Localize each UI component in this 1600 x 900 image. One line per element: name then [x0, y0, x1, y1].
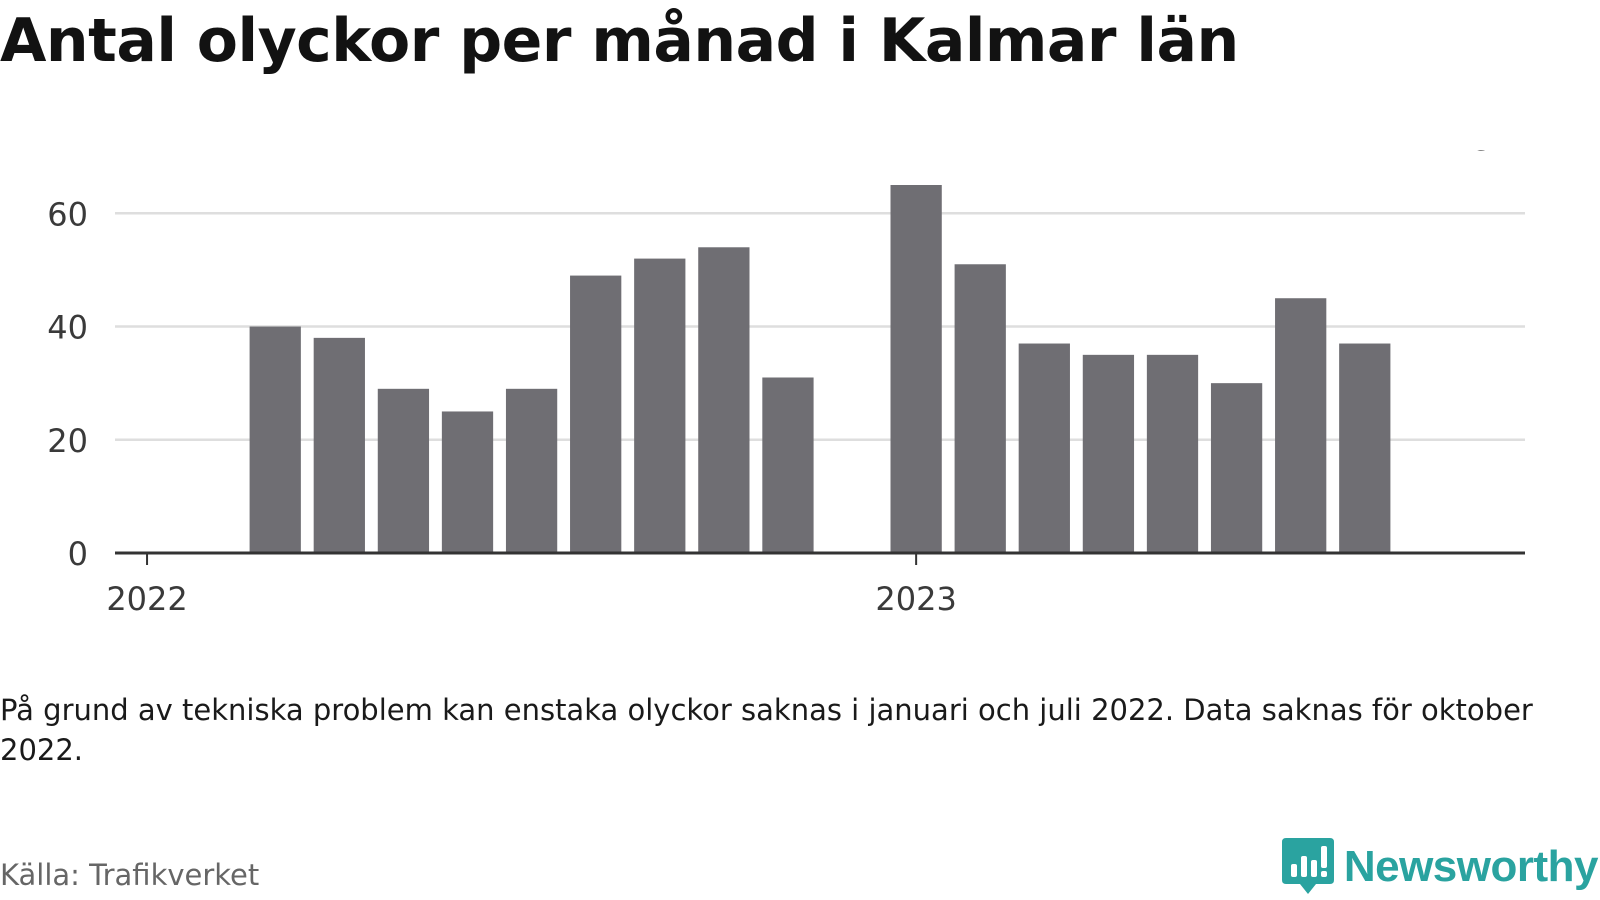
x-tick-label: 2023	[875, 580, 956, 618]
bar-2023-06	[1210, 383, 1263, 553]
bar-2023-02	[954, 264, 1006, 553]
bar-2022-08	[570, 275, 622, 553]
y-tick-label: 40	[47, 309, 88, 347]
y-tick-label: 60	[47, 195, 88, 233]
bar-chart-speech-bubble-icon	[1281, 838, 1334, 894]
bar-2022-04	[313, 337, 365, 553]
bars	[249, 185, 1391, 553]
bar-2023-08	[1339, 343, 1391, 553]
bar-2022-09	[634, 258, 686, 553]
bar-chart: 0 20 40 60 2022 2023 37	[47, 150, 1525, 618]
bar-2023-01	[890, 185, 942, 553]
bar-2022-11	[762, 377, 814, 553]
data-labels: 37	[1473, 150, 1514, 158]
bar-2022-10	[698, 247, 750, 553]
data-label: 37	[1473, 150, 1514, 158]
bar-2023-04	[1082, 354, 1135, 553]
chart-title: Antal olyckor per månad i Kalmar län	[0, 6, 1239, 76]
y-axis-ticks: 0 20 40 60	[47, 195, 88, 573]
y-tick-label: 20	[47, 422, 88, 460]
bar-2022-06	[441, 411, 494, 553]
bar-2022-07	[505, 388, 558, 553]
bar-2022-05	[377, 388, 430, 553]
bar-2022-03	[249, 326, 301, 553]
bar-2023-07	[1275, 298, 1327, 553]
chart-footnote: På grund av tekniska problem kan enstaka…	[0, 693, 1533, 767]
bar-2023-03	[1018, 343, 1070, 553]
x-axis-ticks: 2022 2023	[106, 553, 957, 618]
y-tick-label: 0	[68, 535, 88, 573]
brand-logo[interactable]: Newsworthy	[1281, 838, 1599, 896]
x-tick-label: 2022	[106, 580, 187, 618]
bar-2023-05	[1146, 354, 1199, 553]
source-credit: Källa: Trafikverket	[0, 858, 260, 892]
brand-name: Newsworthy	[1343, 842, 1599, 891]
